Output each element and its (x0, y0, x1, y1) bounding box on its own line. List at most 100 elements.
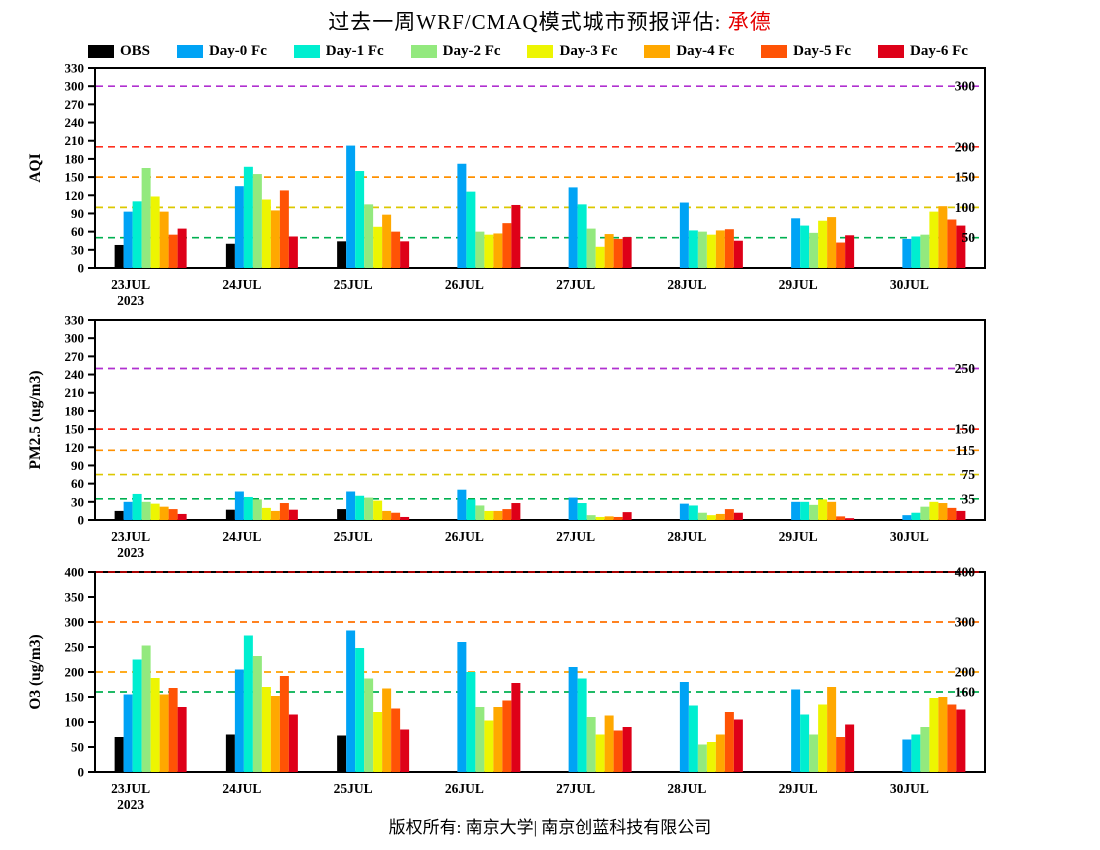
y-tick-label: 300 (65, 615, 85, 630)
x-tick-label: 30JUL (890, 781, 929, 796)
y-tick-label: 240 (65, 115, 85, 130)
x-tick-label: 24JUL (222, 277, 261, 292)
bar-day-6-fc (733, 240, 743, 268)
bar-day-2-fc (809, 504, 819, 520)
bar-day-2-fc (809, 232, 819, 268)
x-tick-label: 25JUL (334, 277, 373, 292)
bar-day-3-fc (595, 246, 605, 268)
bar-day-0-fc (234, 186, 244, 268)
y-tick-label: 90 (71, 206, 84, 221)
bar-day-4-fc (938, 503, 948, 520)
bar-day-6-fc (288, 509, 298, 520)
bar-day-5-fc (613, 516, 623, 520)
bar-day-3-fc (929, 211, 939, 268)
bar-day-0-fc (791, 689, 801, 772)
bar-day-6-fc (622, 237, 632, 268)
pm25-chart: 0 30 60 90 120 150 180 210 240 270 300 330 35 75 115 15… (27, 314, 986, 560)
x-tick-label: 28JUL (667, 277, 706, 292)
bar-day-0-fc (123, 694, 133, 772)
bar-day-2-fc (141, 168, 151, 268)
y-tick-label: 30 (71, 494, 84, 509)
x-tick-label: 23JUL (111, 277, 150, 292)
bar-obs (225, 243, 235, 268)
bar-day-5-fc (613, 730, 623, 772)
bar-day-3-fc (150, 196, 160, 268)
y-tick-label: 270 (65, 349, 85, 364)
bar-day-6-fc (177, 513, 187, 520)
bar-day-1-fc (132, 201, 142, 268)
legend-item-day-6-fc: Day-6 Fc (878, 43, 968, 60)
legend-label: Day-3 Fc (559, 43, 618, 59)
legend-swatch (176, 45, 203, 58)
bar-day-3-fc (706, 515, 716, 520)
y-tick-label: 150 (65, 422, 85, 437)
bar-day-6-fc (400, 729, 410, 772)
bar-day-4-fc (270, 696, 280, 772)
bar-day-1-fc (688, 230, 698, 268)
bar-day-1-fc (800, 714, 810, 772)
bar-day-5-fc (168, 509, 178, 520)
ref-line-label: 150 (955, 422, 976, 437)
bar-day-5-fc (279, 190, 289, 268)
bar-day-4-fc (827, 687, 837, 772)
legend-item-day-2-fc: Day-2 Fc (410, 43, 501, 60)
bar-day-6-fc (845, 724, 855, 772)
bar-day-4-fc (159, 211, 169, 268)
y-tick-label: 250 (65, 640, 85, 655)
bar-day-5-fc (391, 231, 401, 268)
y-tick-label: 120 (65, 440, 85, 455)
bar-day-1-fc (355, 171, 365, 268)
bar-obs (225, 509, 235, 520)
bar-day-5-fc (947, 507, 957, 520)
y-tick-label: 120 (65, 188, 85, 203)
bar-day-6-fc (177, 228, 187, 268)
legend-label: Day-1 Fc (325, 43, 384, 59)
x-tick-label: 27JUL (556, 277, 595, 292)
bar-day-2-fc (141, 645, 151, 772)
bar-day-6-fc (845, 518, 855, 520)
bar-day-4-fc (159, 694, 169, 772)
y-tick-label: 400 (65, 566, 85, 580)
y-tick-label: 60 (71, 224, 84, 239)
bar-day-6-fc (733, 719, 743, 772)
x-tick-label: 23JUL (111, 529, 150, 544)
bar-day-1-fc (800, 501, 810, 520)
bar-obs (114, 510, 124, 520)
bar-day-0-fc (902, 238, 912, 268)
y-axis-title: PM2.5 (ug/m3) (27, 370, 44, 469)
bar-day-1-fc (911, 512, 921, 520)
x-tick-label: 25JUL (334, 781, 373, 796)
bar-day-6-fc (956, 709, 966, 772)
bar-day-2-fc (920, 234, 930, 268)
y-tick-label: 240 (65, 367, 85, 382)
x-tick-label: 29JUL (779, 781, 818, 796)
y-tick-label: 200 (65, 665, 85, 680)
bar-day-2-fc (697, 744, 707, 772)
y-tick-label: 180 (65, 403, 85, 418)
bar-obs (337, 241, 347, 268)
bar-day-1-fc (577, 204, 587, 268)
bar-obs (337, 509, 347, 520)
ref-line-label: 200 (955, 665, 976, 680)
bar-day-0-fc (568, 497, 578, 520)
bar-day-2-fc (697, 512, 707, 520)
bar-day-6-fc (733, 512, 743, 520)
bar-day-6-fc (400, 241, 410, 268)
bar-day-0-fc (902, 515, 912, 520)
bar-day-3-fc (595, 516, 605, 520)
ref-line-label: 115 (955, 443, 975, 458)
o3-chart: 0 50 100 150 200 250 300 350 400 160 200 300 400 23JU… (27, 566, 986, 812)
bar-day-0-fc (346, 630, 356, 772)
bar-day-0-fc (568, 187, 578, 268)
legend-item-day-0-fc: Day-0 Fc (176, 43, 267, 60)
plot-border (94, 319, 986, 521)
bar-day-1-fc (800, 225, 810, 268)
bar-day-5-fc (279, 676, 289, 772)
bar-day-0-fc (123, 211, 133, 268)
bar-day-0-fc (234, 669, 244, 772)
bar-day-5-fc (836, 242, 846, 268)
bar-day-6-fc (400, 516, 410, 520)
bar-day-5-fc (724, 712, 734, 772)
bar-day-6-fc (288, 236, 298, 268)
bar-day-0-fc (346, 491, 356, 520)
